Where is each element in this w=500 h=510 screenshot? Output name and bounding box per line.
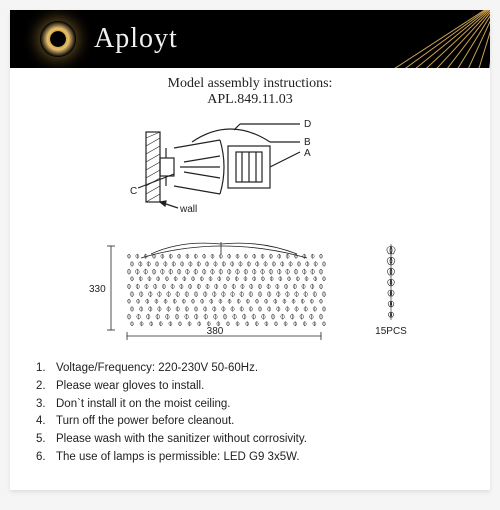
instruction-item: 1.Voltage/Frequency: 220-230V 50-60Hz. [36, 360, 464, 378]
instruction-item: 5.Please wash with the sanitizer without… [36, 431, 464, 449]
label-c: C [130, 186, 137, 197]
chandelier-icon: 330 380 [81, 234, 341, 342]
instruction-number: 4. [36, 413, 56, 431]
label-wall: wall [179, 204, 197, 215]
title-line-1: Model assembly instructions: [10, 76, 490, 92]
title-block: Model assembly instructions: APL.849.11.… [10, 68, 490, 110]
label-b: B [304, 137, 311, 148]
instruction-item: 4.Turn off the power before cleanout. [36, 413, 464, 431]
label-a: A [304, 148, 311, 159]
instruction-number: 2. [36, 378, 56, 396]
instruction-item: 6.The use of lamps is permissible: LED G… [36, 449, 464, 467]
wiring-diagram: D B A C wall [10, 110, 490, 230]
instruction-list: 1.Voltage/Frequency: 220-230V 50-60Hz.2.… [10, 352, 490, 467]
instruction-text: Please wash with the sanitizer without c… [56, 431, 307, 449]
instruction-number: 6. [36, 449, 56, 467]
pendant-icon: 15PCS [363, 240, 419, 336]
label-d: D [304, 119, 311, 130]
instruction-sheet: Aployt Model assembly instructions: APL.… [10, 10, 490, 490]
instruction-item: 2.Please wear gloves to install. [36, 378, 464, 396]
dim-height: 330 [89, 284, 106, 295]
dim-width: 380 [207, 326, 224, 337]
instruction-text: Turn off the power before cleanout. [56, 413, 234, 431]
instruction-text: The use of lamps is permissible: LED G9 … [56, 449, 300, 467]
instruction-text: Voltage/Frequency: 220-230V 50-60Hz. [56, 360, 258, 378]
assembly-illustration: 330 380 15PCS [10, 230, 490, 352]
pendant-count: 15PCS [375, 326, 407, 336]
logo-banner: Aployt [10, 10, 490, 68]
instruction-number: 5. [36, 431, 56, 449]
instruction-text: Don`t install it on the moist ceiling. [56, 396, 231, 414]
eclipse-logo-icon [40, 21, 76, 57]
instruction-number: 1. [36, 360, 56, 378]
instruction-text: Please wear gloves to install. [56, 378, 204, 396]
instruction-item: 3.Don`t install it on the moist ceiling. [36, 396, 464, 414]
rays-decoration-icon [370, 10, 490, 68]
brand-name: Aployt [94, 23, 178, 55]
instruction-number: 3. [36, 396, 56, 414]
title-line-2: APL.849.11.03 [10, 92, 490, 108]
